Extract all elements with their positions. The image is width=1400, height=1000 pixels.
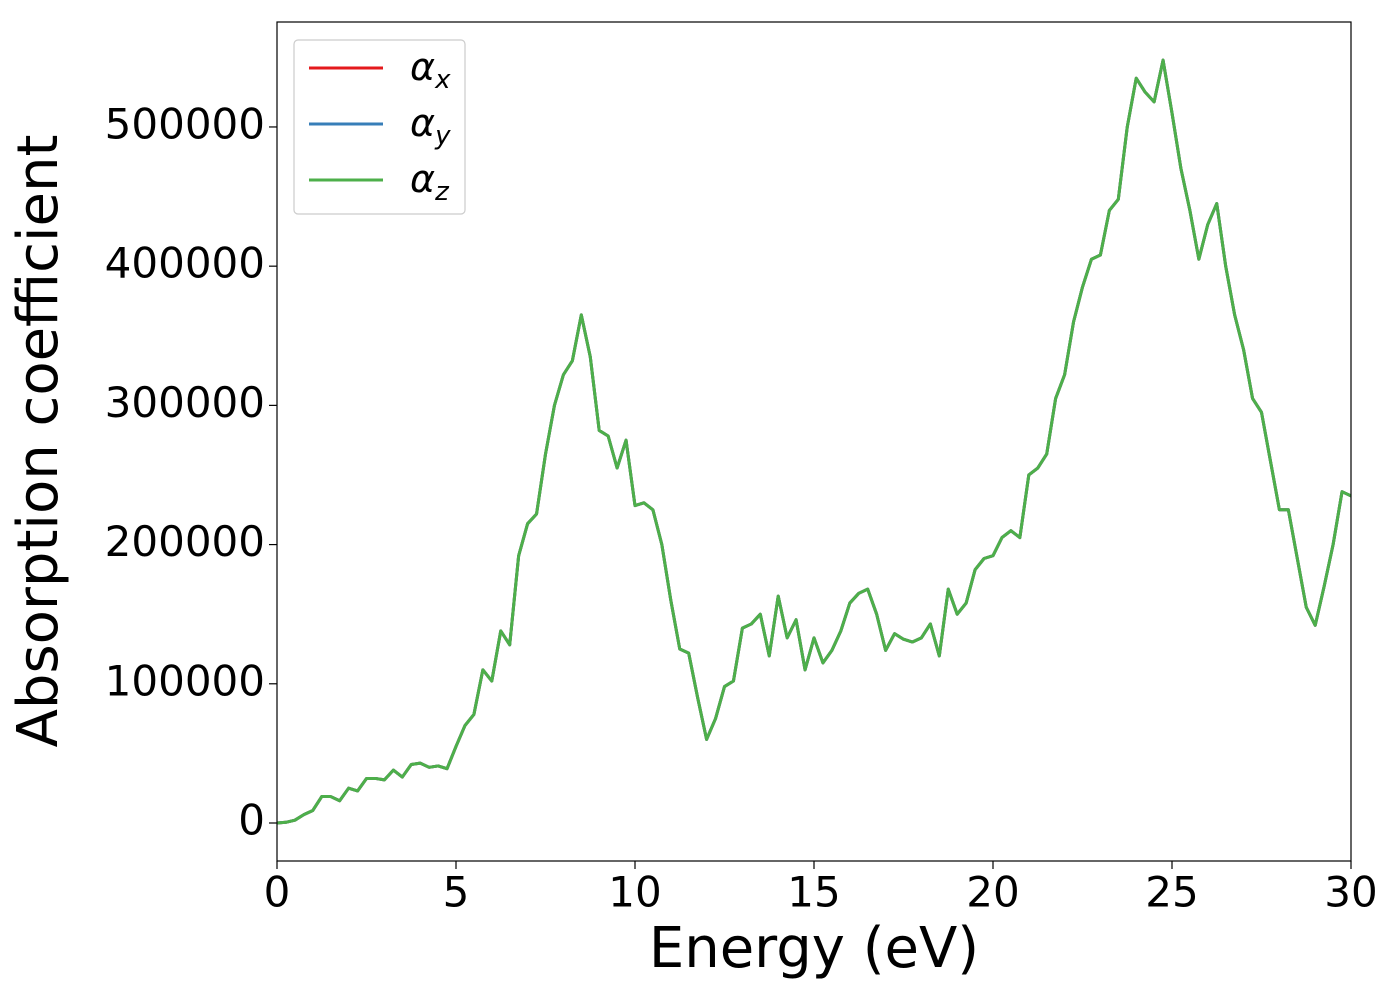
axes: 0 5 10 15 20 25 30 0 100000 200000 300000 400000 500…	[105, 99, 1378, 916]
x-tick-label: 25	[1145, 868, 1198, 917]
legend-label: αx	[410, 45, 451, 95]
y-axis-label: Absorption coefficient	[6, 135, 71, 748]
x-tick-label: 10	[608, 868, 661, 917]
y-tick-label: 300000	[105, 378, 265, 427]
legend-label: αz	[410, 157, 450, 207]
y-tick-label: 500000	[105, 99, 265, 148]
x-tick-label: 15	[787, 868, 840, 917]
x-tick-label: 30	[1324, 868, 1377, 917]
x-axis-label: Energy (eV)	[649, 916, 979, 981]
x-tick-label: 0	[264, 868, 291, 917]
plot-lines	[277, 58, 1351, 825]
y-tick-label: 200000	[105, 517, 265, 566]
legend-box	[293, 39, 466, 215]
y-tick-label: 400000	[105, 239, 265, 288]
legend-label: αy	[410, 101, 451, 151]
y-tick-label: 100000	[105, 656, 265, 705]
data-line	[277, 58, 1351, 825]
y-tick-label: 0	[238, 795, 265, 844]
legend: αx αy αz	[293, 39, 466, 215]
x-tick-label: 20	[966, 868, 1019, 917]
x-tick-label: 5	[443, 868, 470, 917]
